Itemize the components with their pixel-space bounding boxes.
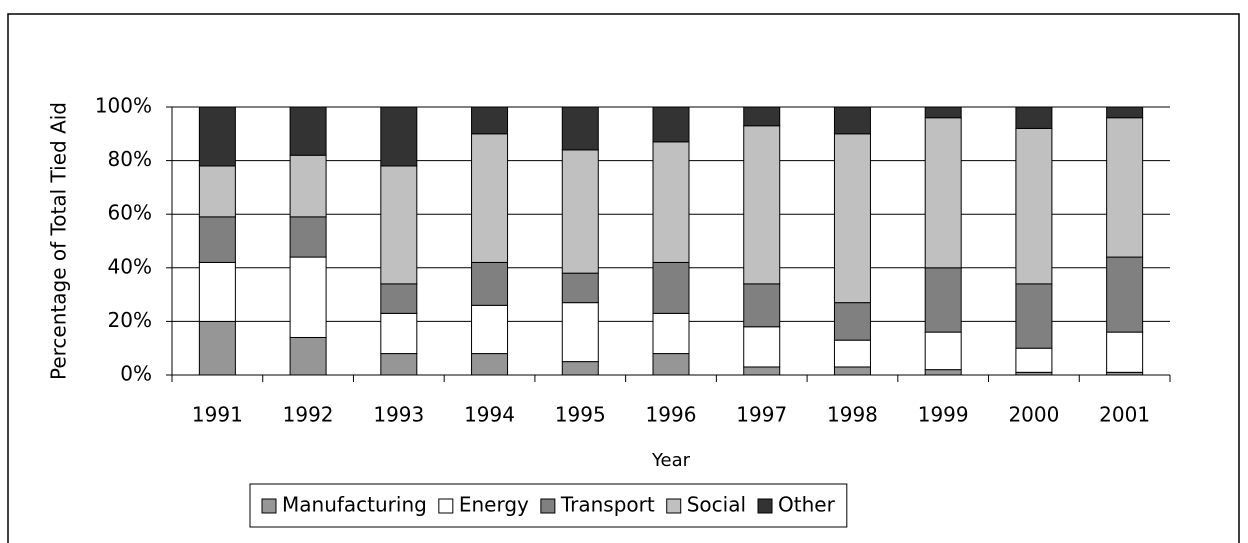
chart-frame [7,13,1240,543]
bar-segment [289,256,327,338]
y-tick-label: 100% [95,94,152,118]
bar-segment [1106,106,1144,119]
x-tick-label: 1998 [827,403,878,427]
bar-segment [561,106,599,151]
x-tick-label: 1994 [464,403,515,427]
bar-segment [289,336,327,376]
bar-segment [924,331,962,371]
bar-segment [652,106,690,143]
bar-segment [561,272,599,304]
bar-segment [833,366,871,376]
bar-segment [924,117,962,269]
bar-segment [561,361,599,376]
bar-segment [833,133,871,304]
y-axis-label: Percentage of Total Tied Aid [47,102,71,380]
x-tick-label: 1996 [646,403,697,427]
bar-segment [471,106,509,135]
bar-segment [561,149,599,274]
bar-segment [924,369,962,376]
bar-segment [1015,127,1053,285]
bar-segment [1106,256,1144,333]
bar-segment [833,302,871,341]
x-tick-label: 1997 [736,403,787,427]
bar-segment [561,302,599,363]
x-axis-label: Year [651,450,691,471]
bar-segment [1015,347,1053,373]
bar-segment [380,283,418,314]
y-tick-label: 40% [108,254,152,278]
legend-label: Other [778,493,836,517]
bar-segment [380,165,418,285]
x-tick-label: 1993 [373,403,424,427]
bar-segment [833,106,871,135]
bar-segment [743,366,781,376]
legend-swatch [540,498,556,514]
y-tick-label: 60% [108,201,152,225]
bar-segment [380,312,418,355]
bar-segment [471,261,509,306]
bar-segment [652,141,690,263]
bar-segment [198,320,236,376]
y-tick-label: 20% [108,308,152,332]
bar-segment [380,106,418,167]
bar-segment [1015,106,1053,129]
bar-segment [380,353,418,376]
bar-segment [1015,283,1053,349]
bar-segment [924,106,962,119]
legend-label: Energy [459,493,529,517]
x-tick-label: 1992 [283,403,334,427]
bar-segment [743,125,781,285]
legend-label: Social [687,493,746,517]
bar-segment [1106,331,1144,373]
bar-segment [289,106,327,156]
legend-swatch [666,498,682,514]
bar-segment [652,261,690,314]
bar-segment [198,261,236,322]
bar-segment [652,353,690,376]
bar-segment [833,339,871,368]
bar-segment [289,154,327,218]
bar-segment [924,267,962,333]
x-tick-label: 1995 [555,403,606,427]
legend-swatch [438,498,454,514]
y-tick-label: 80% [108,147,152,171]
bar-segment [743,106,781,127]
bar-segment [198,165,236,218]
legend-swatch [261,498,277,514]
bar-segment [743,283,781,328]
bar-segment [1106,117,1144,258]
bar-segment [198,106,236,167]
bar-segment [198,216,236,263]
bar-segment [743,326,781,368]
bar-segment [471,304,509,355]
x-tick-label: 1991 [192,403,243,427]
y-tick-label: 0% [120,362,152,386]
bar-segment [289,216,327,258]
legend-label: Manufacturing [282,493,427,517]
legend-label: Transport [560,493,655,517]
x-tick-label: 1999 [918,403,969,427]
x-tick-label: 2000 [1008,403,1059,427]
bar-segment [471,353,509,376]
x-tick-label: 2001 [1099,403,1150,427]
bar-segment [652,312,690,355]
legend-swatch [757,498,773,514]
bar-segment [471,133,509,263]
